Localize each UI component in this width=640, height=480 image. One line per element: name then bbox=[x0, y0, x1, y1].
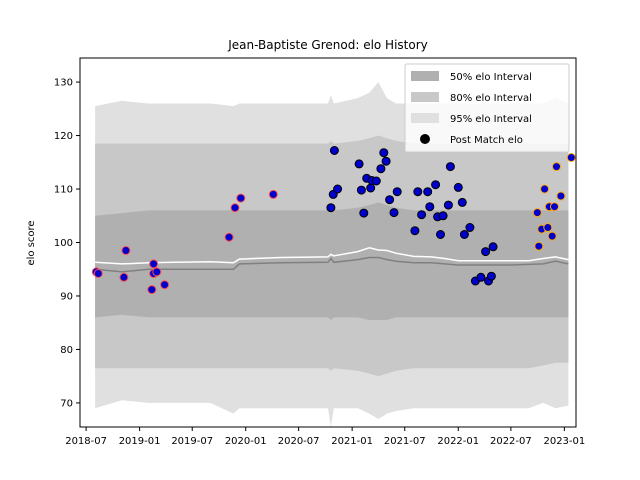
x-tick-label: 2022-07 bbox=[490, 436, 532, 447]
legend-swatch-80 bbox=[411, 92, 439, 102]
legend-label-95: 95% elo Interval bbox=[450, 114, 532, 125]
data-point bbox=[149, 259, 159, 269]
x-tick-label: 2022-01 bbox=[437, 436, 479, 447]
data-point bbox=[417, 210, 427, 220]
data-point bbox=[486, 271, 496, 281]
data-point bbox=[550, 202, 559, 212]
legend: 50% elo Interval 80% elo Interval 95% el… bbox=[404, 63, 570, 153]
data-point bbox=[481, 247, 491, 257]
data-point bbox=[121, 246, 131, 255]
data-point bbox=[431, 180, 441, 190]
x-tick-label: 2020-01 bbox=[225, 436, 267, 447]
data-point bbox=[413, 187, 423, 197]
x-tick-label: 2020-07 bbox=[278, 436, 320, 447]
data-point bbox=[532, 208, 542, 218]
data-point bbox=[354, 159, 364, 169]
data-point bbox=[356, 185, 366, 195]
mean-line bbox=[95, 247, 569, 265]
data-point bbox=[445, 162, 455, 172]
x-tick-label: 2019-01 bbox=[119, 436, 161, 447]
x-tick-label: 2021-01 bbox=[331, 436, 373, 447]
data-point bbox=[534, 241, 544, 251]
band-50 bbox=[95, 202, 569, 320]
data-point bbox=[543, 223, 553, 232]
data-point bbox=[443, 200, 453, 210]
legend-swatch-95 bbox=[411, 113, 439, 123]
x-tick-label: 2023-01 bbox=[543, 436, 585, 447]
y-tick-label: 80 bbox=[60, 345, 73, 356]
legend-label-80: 80% elo Interval bbox=[450, 93, 532, 104]
data-point bbox=[547, 231, 557, 241]
data-point bbox=[465, 223, 475, 232]
data-point bbox=[457, 197, 467, 207]
data-point bbox=[381, 156, 391, 166]
data-point bbox=[268, 189, 278, 199]
y-tick-label: 70 bbox=[60, 398, 73, 409]
data-point bbox=[459, 230, 469, 239]
data-point bbox=[224, 232, 234, 242]
data-point bbox=[333, 184, 343, 194]
data-point bbox=[93, 269, 103, 278]
median-line bbox=[95, 256, 569, 273]
x-tick-label: 2018-07 bbox=[65, 436, 107, 447]
y-axis: 70 80 90 100 110 120 130 bbox=[54, 78, 80, 409]
data-point bbox=[410, 226, 420, 236]
data-point bbox=[366, 183, 376, 193]
data-point bbox=[379, 148, 389, 158]
data-point bbox=[488, 242, 498, 252]
legend-label-points: Post Match elo bbox=[450, 135, 523, 146]
post-match-points bbox=[91, 146, 576, 295]
legend-label-50: 50% elo Interval bbox=[450, 72, 532, 83]
plot-area bbox=[91, 82, 576, 427]
data-point bbox=[147, 285, 157, 295]
y-tick-label: 130 bbox=[54, 78, 73, 89]
data-point bbox=[453, 182, 463, 192]
data-point bbox=[389, 208, 399, 218]
y-tick-label: 120 bbox=[54, 131, 73, 142]
data-point bbox=[540, 184, 550, 194]
data-point bbox=[438, 211, 448, 221]
data-point bbox=[371, 176, 381, 186]
data-point bbox=[376, 164, 386, 174]
chart-title: Jean-Baptiste Grenod: elo History bbox=[227, 38, 428, 52]
data-point bbox=[385, 195, 395, 205]
y-tick-label: 110 bbox=[54, 185, 73, 196]
data-point bbox=[326, 203, 336, 213]
data-point bbox=[152, 267, 162, 277]
data-point bbox=[160, 280, 170, 290]
y-tick-label: 90 bbox=[60, 291, 73, 302]
x-axis: 2018-07 2019-01 2019-07 2020-01 2020-07 2021-… bbox=[65, 427, 585, 447]
data-point bbox=[566, 153, 576, 162]
data-point bbox=[425, 202, 435, 212]
y-axis-label: elo score bbox=[26, 220, 37, 265]
data-point bbox=[552, 162, 561, 172]
x-tick-label: 2019-07 bbox=[171, 436, 213, 447]
data-point bbox=[436, 230, 445, 239]
data-point bbox=[556, 191, 566, 201]
data-point bbox=[392, 187, 402, 197]
data-point bbox=[423, 187, 433, 197]
data-point bbox=[359, 208, 369, 218]
data-point bbox=[329, 146, 339, 155]
legend-marker-points bbox=[420, 134, 430, 144]
data-point bbox=[119, 272, 129, 282]
trend-lines bbox=[95, 247, 569, 273]
x-tick-label: 2021-07 bbox=[384, 436, 426, 447]
data-point bbox=[236, 193, 246, 203]
y-tick-label: 100 bbox=[54, 238, 73, 249]
data-point bbox=[230, 203, 240, 213]
legend-swatch-50 bbox=[411, 71, 439, 81]
legend-box bbox=[404, 63, 570, 153]
data-point bbox=[476, 272, 486, 282]
